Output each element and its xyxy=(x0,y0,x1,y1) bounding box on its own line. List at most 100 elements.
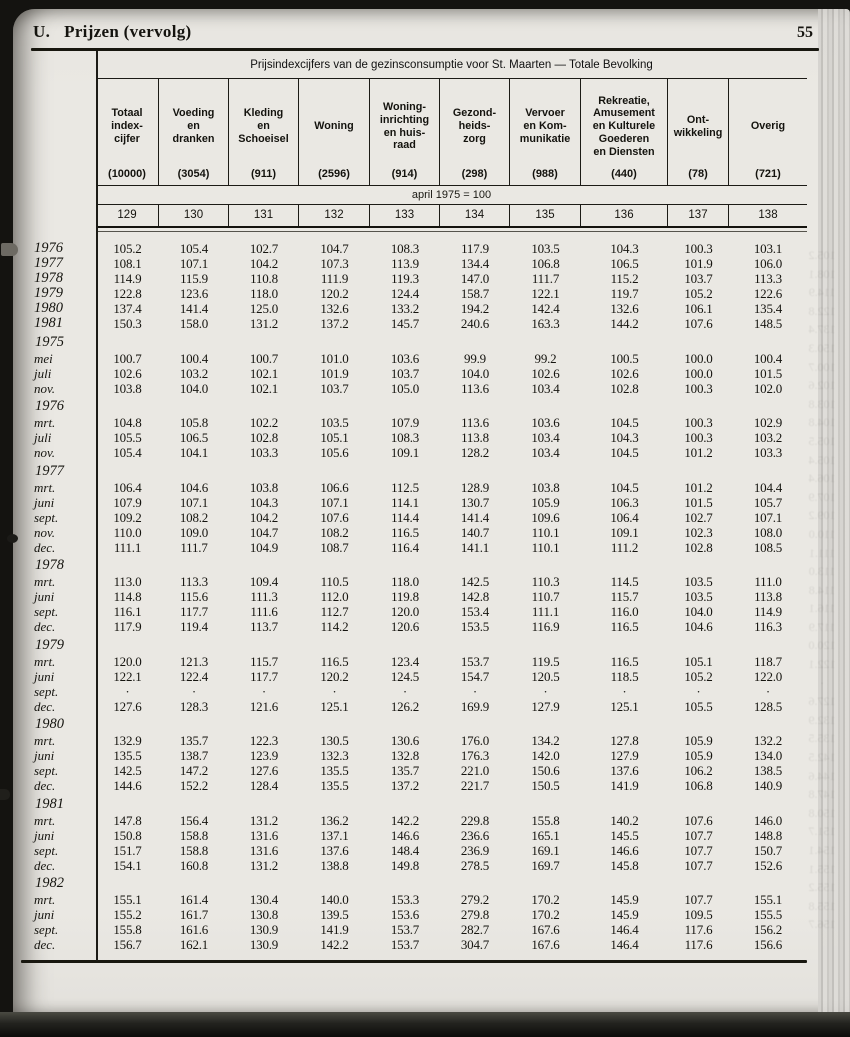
row-group: 1977 mrt. 106.4 104.6 103.8 106.6 112.5 128.9 10… xyxy=(21,461,807,555)
cell: 130.4 xyxy=(249,892,279,907)
table-row: dec. 156.7 162.1 130.9 142.2 153.7 304.7 167.6 1… xyxy=(21,937,807,952)
cell: 104.6 xyxy=(179,479,209,495)
cell: 119.3 xyxy=(391,271,419,286)
row-label: juni xyxy=(34,589,55,604)
cell: 120.2 xyxy=(320,286,349,301)
cell: 109.1 xyxy=(390,445,420,460)
cell: 115.9 xyxy=(180,271,208,286)
cell: 150.5 xyxy=(531,778,560,793)
cell: 120.6 xyxy=(390,619,420,634)
cell: 138.7 xyxy=(179,748,209,763)
cell: 135.7 xyxy=(179,733,209,748)
row-label: sept. xyxy=(34,763,59,778)
column-label: Totaal index- cijfer xyxy=(111,107,143,145)
cell: · xyxy=(765,683,771,699)
group-heading-row: 1980 xyxy=(21,716,807,733)
cell: 109.1 xyxy=(610,524,639,540)
table-row: sept. 151.7 158.8 131.6 137.6 148.4 236.9 169.1… xyxy=(21,843,807,858)
cell: 124.4 xyxy=(390,286,420,301)
cell: 114.9 xyxy=(113,271,142,286)
cell: 139.5 xyxy=(320,907,349,922)
cell: 104.2 xyxy=(249,509,279,525)
cell: 194.2 xyxy=(460,301,490,316)
cell: 145.7 xyxy=(390,316,420,331)
cell: 132.6 xyxy=(320,301,349,316)
cell: 279.2 xyxy=(460,892,490,907)
cell: 236.6 xyxy=(460,827,490,843)
price-index-table: Prijsindexcijfers van de gezinsconsumpti… xyxy=(21,51,807,963)
table-row: juni 150.8 158.8 131.6 137.1 146.6 236.6 165.1 1… xyxy=(21,828,807,843)
cell: 136.2 xyxy=(320,812,349,828)
table-row: juli 105.5 106.5 102.8 105.1 108.3 113.8 103.4 1… xyxy=(21,430,807,445)
cell: 122.1 xyxy=(531,286,560,301)
cell: 105.9 xyxy=(684,748,713,763)
cell: 142.2 xyxy=(320,937,349,952)
cell: 150.3 xyxy=(113,316,142,331)
cell: 135.5 xyxy=(113,748,142,763)
row-label: 1977 xyxy=(34,255,63,271)
table-row: nov. 110.0 109.0 104.7 108.2 116.5 140.7 110.1 1… xyxy=(21,525,807,540)
cell: 169.7 xyxy=(531,857,560,873)
cell: 106.8 xyxy=(684,778,713,793)
cell: 100.3 xyxy=(684,415,713,430)
cell: 176.0 xyxy=(460,733,490,748)
cell: 114.5 xyxy=(610,574,639,589)
cell: 108.0 xyxy=(753,524,783,540)
cell: 105.1 xyxy=(684,653,713,669)
page-header: U. Prijzen (vervolg) 55 xyxy=(21,11,821,42)
cell: 103.4 xyxy=(531,430,560,445)
cell: 100.4 xyxy=(753,350,783,366)
row-label: mrt. xyxy=(34,733,56,748)
cell: 105.9 xyxy=(684,733,713,748)
cell: 118.0 xyxy=(391,574,419,589)
cell: 104.0 xyxy=(684,604,713,619)
row-label: juni xyxy=(34,827,55,843)
cell: 110.1 xyxy=(531,524,560,540)
row-label: 1981 xyxy=(34,315,63,331)
cell: 105.2 xyxy=(684,668,713,684)
group-heading-row: 1975 xyxy=(21,334,807,351)
cell: · xyxy=(472,683,478,699)
cell: 158.8 xyxy=(179,827,209,843)
table-row: 1978 114.9 115.9 110.8 111.9 119.3 147.0 111.7 1… xyxy=(21,271,807,287)
row-label: juni xyxy=(34,668,55,684)
row-label: dec. xyxy=(34,698,56,714)
row-group: 1981 mrt. 147.8 156.4 131.2 136.2 142.2 229.8 15… xyxy=(21,794,807,873)
scan-artifact xyxy=(0,789,10,800)
cell: 142.8 xyxy=(460,589,490,604)
cell: 130.7 xyxy=(460,494,490,510)
table-row: juni 122.1 122.4 117.7 120.2 124.5 154.7 120.5 1… xyxy=(21,669,807,684)
cell: 110.7 xyxy=(531,589,560,604)
cell: 236.9 xyxy=(460,842,490,858)
column-weight: (988) xyxy=(532,168,558,180)
table-row: sept. 109.2 108.2 104.2 107.6 114.4 141.4 109.6… xyxy=(21,510,807,525)
column-label: Ont- wikkeling xyxy=(673,113,723,139)
cell: 146.4 xyxy=(610,922,639,937)
cell: 109.4 xyxy=(249,574,279,589)
column-code: 129 xyxy=(96,205,159,226)
row-label: 1976 xyxy=(34,240,63,256)
row-label: juni xyxy=(34,907,55,922)
cell: 120.2 xyxy=(320,668,349,684)
cell: 103.4 xyxy=(531,380,560,396)
column-code: 133 xyxy=(370,205,440,226)
cell: 107.9 xyxy=(113,494,142,510)
cell: 148.4 xyxy=(390,842,420,858)
cell: 116.3 xyxy=(754,619,782,634)
column-header: Overig (721) xyxy=(729,79,807,185)
column-code: 134 xyxy=(440,205,510,226)
cell: 114.9 xyxy=(754,604,782,619)
cell: 104.3 xyxy=(610,241,639,256)
cell: 135.5 xyxy=(320,763,349,778)
cell: 127.8 xyxy=(610,733,639,748)
cell: 113.9 xyxy=(391,256,419,271)
cell: 110.3 xyxy=(531,574,560,589)
cell: 117.7 xyxy=(180,604,208,619)
table-row: 1979 122.8 123.6 118.0 120.2 124.4 158.7 122.1 1… xyxy=(21,286,807,302)
cell: 140.0 xyxy=(320,892,349,907)
cell: 132.9 xyxy=(113,733,142,748)
cell: 134.4 xyxy=(460,256,490,271)
cell: 113.6 xyxy=(461,415,489,430)
cell: 153.7 xyxy=(390,937,420,952)
cell: 170.2 xyxy=(531,907,560,922)
